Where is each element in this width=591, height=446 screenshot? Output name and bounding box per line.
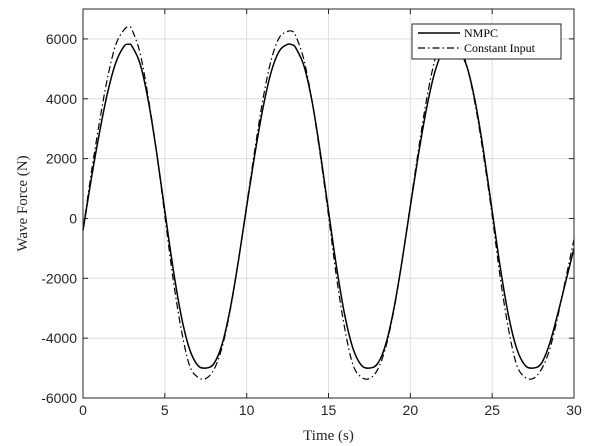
x-tick-label: 30 — [566, 402, 582, 418]
x-axis-label: Time (s) — [303, 428, 354, 444]
axis-ticks: 0 5 10 15 20 25 30 -6000 -4000 -2000 0 2000 4000 6000 — [41, 9, 582, 418]
y-tick-label: 0 — [69, 210, 77, 226]
x-tick-label: 0 — [79, 402, 87, 418]
legend-box — [411, 23, 562, 60]
series-lines — [82, 26, 575, 380]
series-line-constant-input — [82, 26, 575, 380]
y-tick-label: -2000 — [41, 270, 77, 286]
y-tick-label: -6000 — [41, 390, 77, 406]
y-tick-label: -4000 — [41, 330, 77, 346]
y-tick-label: 2000 — [46, 151, 77, 167]
x-tick-label: 15 — [321, 402, 337, 418]
legend: NMPC Constant Input — [411, 23, 562, 60]
y-tick-label: 6000 — [46, 31, 77, 47]
y-axis-label: Wave Force (N) — [15, 155, 31, 251]
x-tick-label: 25 — [484, 402, 500, 418]
x-tick-label: 10 — [239, 402, 255, 418]
x-tick-label: 20 — [403, 402, 419, 418]
x-tick-label: 5 — [161, 402, 169, 418]
legend-label-nmpc: NMPC — [464, 26, 498, 40]
y-tick-label: 4000 — [46, 91, 77, 107]
legend-label-constant-input: Constant Input — [464, 41, 536, 55]
